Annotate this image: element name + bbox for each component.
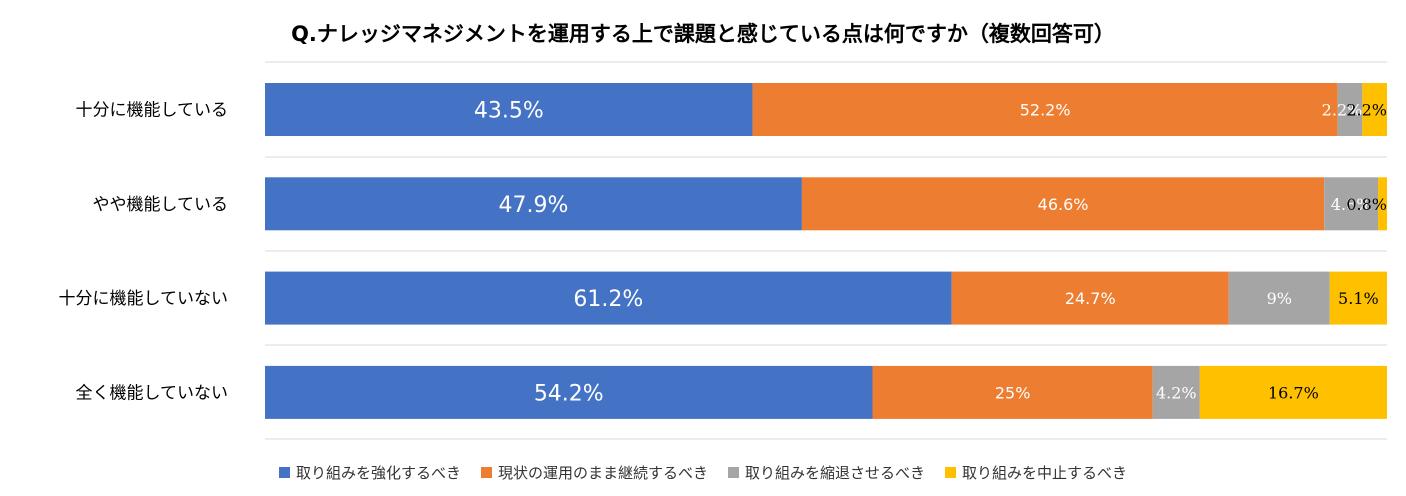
data-label: 2.2% [1346,101,1387,120]
legend: 取り組みを強化するべき 現状の運用のまま継続するべき 取り組みを縮退させるべき 取り組… [0,462,1406,483]
data-label: 0.8% [1346,195,1387,214]
data-label: 61.2% [573,287,643,312]
bar-segment [265,177,802,231]
bar-segment [1199,365,1387,419]
legend-item: 取り組みを中止するべき [945,462,1127,483]
bar-segment [872,365,1153,419]
data-label: 46.6% [1038,195,1089,214]
bar-segment [1329,271,1387,325]
bar-segment [1362,83,1387,136]
data-label: 4.8% [1331,195,1372,214]
data-label: 54.2% [534,381,604,406]
bar-segment [801,177,1325,231]
data-label: 43.5% [474,99,544,124]
data-label: 9% [1267,289,1292,308]
data-label: 52.2% [1020,101,1071,120]
legend-item: 取り組みを縮退させるべき [728,462,925,483]
bar-segment [1324,177,1379,231]
legend-swatch [945,467,957,478]
legend-label: 現状の運用のまま継続するべき [497,464,708,482]
bar-segment [265,271,952,325]
legend-swatch [278,467,290,478]
category-label: 十分に機能していない [59,289,229,309]
legend-label: 取り組みを縮退させるべき [745,464,926,482]
legend-swatch [480,467,492,478]
bar-segment [1152,365,1200,419]
legend-item: 取り組みを強化するべき [278,462,461,483]
data-label: 4.2% [1156,383,1197,402]
bar-segment [265,83,753,136]
legend-label: 取り組みを中止するべき [962,464,1128,482]
plot-area: 十分に機能している 43.5% 52.2% 2.2%2.2% やや機能している 47.9%… [59,61,1387,440]
data-label: 16.7% [1268,383,1319,402]
legend-swatch [728,467,739,478]
category-label: 全く機能していない [76,383,229,403]
legend-label: 取り組みを強化するべき [295,464,461,482]
category-label: やや機能している [93,195,229,215]
data-label: 25% [995,383,1031,402]
category-label: 十分に機能している [76,101,229,121]
data-label: 5.1% [1338,289,1379,308]
data-label: 24.7% [1065,289,1116,308]
data-label: 2.2% [1322,101,1363,120]
bar-segment [1378,177,1387,231]
chart-title: Q.ナレッジマネジメントを運用する上で課題と感じている点は何ですか（複数回答可） [291,22,1115,46]
legend-item: 現状の運用のまま継続するべき [480,462,708,483]
data-label: 47.9% [499,193,569,218]
bar-segment [265,365,873,419]
bar-segment [1228,271,1330,325]
bar-segment [752,83,1338,136]
bar-segment [951,271,1229,325]
bar-segment [1337,83,1363,136]
